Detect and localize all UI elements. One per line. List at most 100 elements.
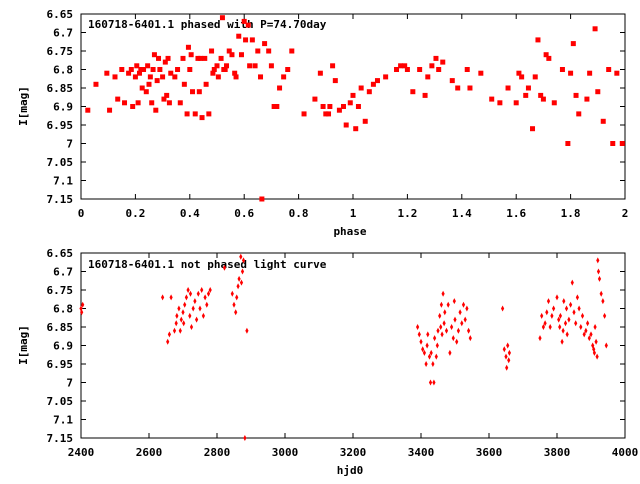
not-phased-data-point (456, 327, 460, 334)
phased-x-tick-label: 0 (78, 207, 85, 220)
not-phased-data-point (208, 287, 212, 293)
phased-data-point (145, 63, 151, 69)
phased-data-point (323, 111, 329, 117)
not-phased-data-point (507, 357, 511, 364)
not-phased-data-point (453, 316, 457, 323)
phased-data-point (327, 104, 333, 109)
not-phased-y-tick-label: 6.95 (47, 358, 74, 371)
not-phased-data-point (446, 301, 450, 308)
not-phased-data-point (567, 316, 571, 323)
not-phased-data-point (429, 349, 433, 356)
not-phased-data-point (592, 349, 596, 356)
phased-data-point (573, 92, 579, 98)
phased-data-point (156, 55, 162, 61)
not-phased-y-axis-title: I[mag] (17, 325, 30, 365)
not-phased-data-point (201, 312, 205, 319)
not-phased-data-point (451, 335, 455, 342)
not-phased-data-point (555, 294, 559, 301)
phased-data-point (181, 81, 187, 87)
phased-data-point (355, 104, 361, 109)
not-phased-data-point (186, 287, 190, 293)
phased-x-axis-title: phase (333, 225, 366, 238)
not-phased-data-point (545, 309, 549, 316)
not-phased-data-point (237, 275, 241, 282)
phased-data-point (600, 118, 606, 124)
phased-x-tick-label: 0.2 (125, 207, 145, 220)
not-phased-data-point (458, 309, 462, 316)
not-phased-data-point (166, 338, 170, 345)
phased-x-tick-label: 0.8 (289, 207, 309, 220)
not-phased-data-point (563, 320, 568, 327)
phased-data-point (326, 111, 332, 117)
phased-data-point (525, 85, 531, 91)
phased-data-point (285, 67, 291, 72)
phased-data-point (570, 41, 576, 47)
phased-data-point (398, 63, 404, 69)
phased-data-point (236, 33, 242, 39)
phased-data-point (340, 104, 346, 109)
phased-data-point (135, 100, 141, 106)
not-phased-data-point (557, 316, 561, 323)
phased-data-point (215, 74, 221, 80)
not-phased-x-tick-label: 3400 (408, 446, 435, 459)
phased-data-point (241, 18, 247, 24)
phased-x-tick-label: 0.6 (234, 207, 254, 220)
phased-x-tick-label: 0.4 (180, 207, 200, 220)
not-phased-data-point (601, 298, 605, 305)
phased-y-tick-label: 6.8 (53, 64, 73, 77)
phased-data-point (222, 67, 228, 72)
phased-data-point (219, 15, 225, 21)
phased-data-point (497, 100, 503, 106)
not-phased-data-point (574, 320, 578, 327)
not-phased-data-point (584, 327, 588, 334)
phased-data-point (112, 74, 118, 80)
not-phased-data-point (467, 327, 471, 334)
not-phased-data-point (438, 312, 442, 319)
phased-data-point (478, 70, 484, 76)
phased-data-point (134, 63, 140, 69)
phased-x-tick-label: 1.6 (506, 207, 526, 220)
not-phased-data-point (541, 324, 545, 330)
not-phased-data-point (577, 305, 581, 312)
not-phased-data-point (191, 305, 195, 312)
not-phased-data-point (189, 324, 194, 330)
phased-data-point (262, 41, 268, 47)
not-phased-data-point (239, 253, 243, 260)
phased-data-point (229, 52, 235, 58)
phased-data-point (429, 63, 435, 69)
phased-data-point (258, 74, 264, 80)
not-phased-data-point (561, 327, 565, 334)
phased-data-point (184, 111, 190, 117)
phased-data-point (538, 92, 544, 98)
phased-data-point (136, 70, 142, 76)
not-phased-chart: 160718-6401.1 not phased light curve hjd… (17, 247, 638, 477)
not-phased-data-point (243, 435, 247, 441)
phased-data-point (202, 55, 208, 61)
not-phased-data-point (589, 331, 593, 338)
phased-data-point (540, 96, 546, 102)
not-phased-data-point (552, 305, 556, 312)
not-phased-data-point (198, 305, 202, 312)
not-phased-data-point (594, 338, 598, 345)
not-phased-data-point (232, 301, 236, 308)
phased-data-point (366, 89, 372, 95)
phased-data-point (433, 55, 439, 61)
phased-data-point (410, 89, 416, 95)
not-phased-data-point (427, 353, 432, 360)
phased-data-point (149, 100, 155, 106)
not-phased-data-points (79, 253, 608, 441)
not-phased-data-point (599, 290, 603, 297)
phased-data-point (192, 111, 198, 117)
phased-data-point (394, 67, 400, 72)
not-phased-data-point (441, 290, 445, 297)
phased-data-point (505, 85, 511, 91)
phased-data-point (404, 67, 410, 72)
phased-data-point (249, 37, 255, 43)
not-phased-data-point (179, 316, 183, 323)
not-phased-data-point (572, 309, 576, 316)
phased-y-tick-label: 6.65 (47, 8, 74, 21)
phased-data-point (115, 96, 121, 102)
not-phased-data-point (543, 320, 547, 327)
not-phased-data-point (580, 312, 585, 319)
not-phased-data-point (538, 335, 542, 342)
